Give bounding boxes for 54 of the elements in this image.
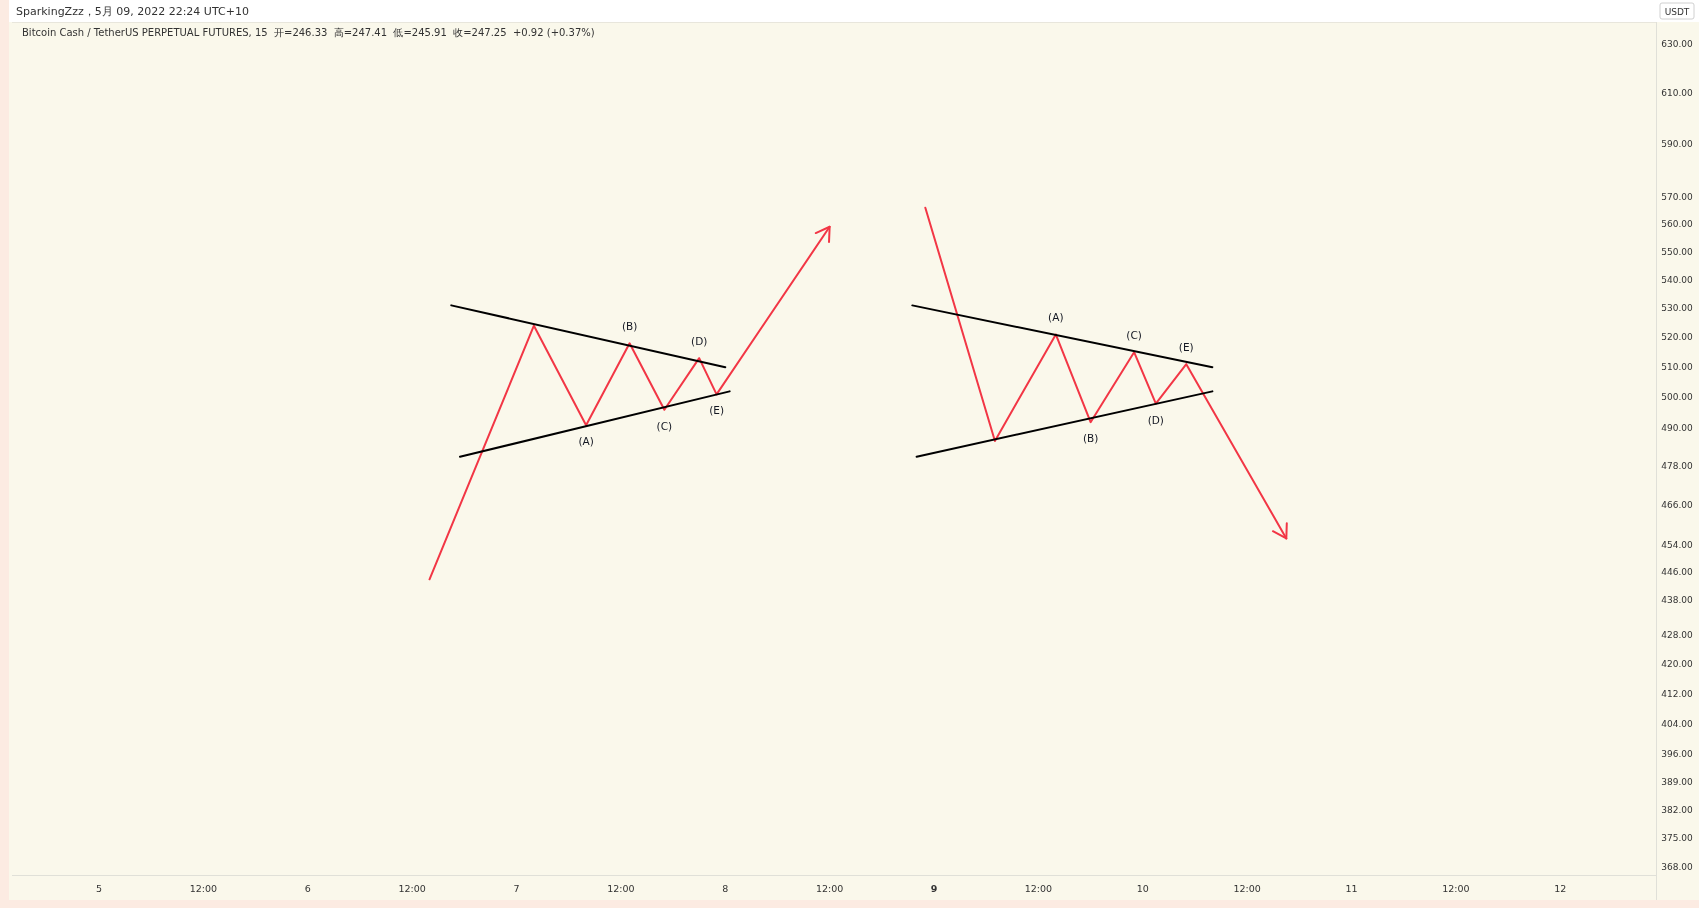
y-tick-label: 510.00 xyxy=(1661,362,1694,373)
x-tick-label: 8 xyxy=(722,882,729,894)
x-tick-label: 12:00 xyxy=(398,882,426,894)
x-tick-label: 12:00 xyxy=(1233,882,1261,894)
x-tick-label: 12:00 xyxy=(189,882,218,894)
y-tick-label: 540.00 xyxy=(1661,274,1694,285)
y-tick-label: 560.00 xyxy=(1661,219,1694,229)
annotation: (C) xyxy=(656,419,673,432)
y-axis-title: USDT xyxy=(1664,6,1690,17)
y-tick-label: 478.00 xyxy=(1661,461,1694,472)
annotation: (C) xyxy=(1126,329,1142,342)
y-tick-label: 490.00 xyxy=(1661,423,1694,434)
y-tick-label: 368.00 xyxy=(1661,861,1694,872)
x-tick-label: 12 xyxy=(1554,882,1567,894)
y-tick-label: 466.00 xyxy=(1661,500,1694,511)
y-tick-label: 570.00 xyxy=(1661,191,1694,202)
x-tick-label: 11 xyxy=(1345,882,1358,894)
y-tick-label: 375.00 xyxy=(1661,832,1694,843)
y-tick-label: 428.00 xyxy=(1661,630,1694,641)
y-tick-label: 404.00 xyxy=(1661,718,1694,729)
annotation: (B) xyxy=(621,320,638,333)
y-tick-label: 590.00 xyxy=(1661,139,1694,150)
annotation: (B) xyxy=(1082,432,1099,445)
x-tick-label: 12:00 xyxy=(607,882,635,894)
y-tick-label: 446.00 xyxy=(1661,567,1694,578)
x-tick-label: 7 xyxy=(513,882,520,894)
x-tick-label: 12:00 xyxy=(815,882,844,894)
annotation: (E) xyxy=(709,404,724,417)
x-tick-label: 5 xyxy=(95,882,103,894)
y-tick-label: 610.00 xyxy=(1661,88,1694,99)
x-tick-label: 10 xyxy=(1136,882,1149,894)
y-tick-label: 412.00 xyxy=(1661,688,1694,699)
y-tick-label: 438.00 xyxy=(1661,595,1694,606)
y-tick-label: 382.00 xyxy=(1661,804,1694,815)
y-tick-label: 550.00 xyxy=(1661,246,1694,257)
y-tick-label: 420.00 xyxy=(1661,659,1694,670)
y-tick-label: 520.00 xyxy=(1661,332,1694,343)
y-tick-label: 530.00 xyxy=(1661,303,1694,314)
text: Bitcoin Cash / TetherUS PERPETUAL FUTURES, 15 开=246.33 高=247.41 低=245.91 收=247.25 +0.92 (+0.37%) xyxy=(22,27,595,38)
x-tick-label: 6 xyxy=(304,882,311,894)
annotation: (D) xyxy=(691,335,708,348)
x-tick-label: 12:00 xyxy=(1024,882,1053,894)
chart-title: SparkingZzz，5月 09, 2022 22:24 UTC+10 xyxy=(16,5,249,18)
y-tick-label: 630.00 xyxy=(1661,38,1694,49)
annotation: (E) xyxy=(1178,341,1194,354)
annotation: (A) xyxy=(1048,311,1064,324)
annotation: (D) xyxy=(1147,413,1164,426)
y-tick-label: 454.00 xyxy=(1661,540,1694,551)
y-tick-label: 389.00 xyxy=(1661,776,1694,787)
annotation: (A) xyxy=(578,435,594,448)
x-tick-label: 9 xyxy=(930,882,938,894)
x-tick-label: 12:00 xyxy=(1442,882,1470,894)
y-tick-label: 500.00 xyxy=(1661,392,1694,403)
y-tick-label: 396.00 xyxy=(1661,749,1694,760)
